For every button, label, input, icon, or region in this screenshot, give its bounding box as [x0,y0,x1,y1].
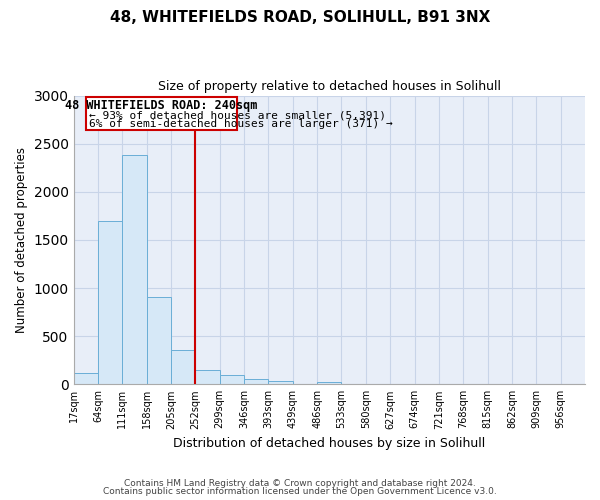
Bar [98,220,122,384]
Text: 6% of semi-detached houses are larger (371) →: 6% of semi-detached houses are larger (3… [89,120,393,130]
Bar [122,155,146,384]
X-axis label: Distribution of detached houses by size in Solihull: Distribution of detached houses by size … [173,437,485,450]
Bar [268,382,293,384]
Text: 48, WHITEFIELDS ROAD, SOLIHULL, B91 3NX: 48, WHITEFIELDS ROAD, SOLIHULL, B91 3NX [110,10,490,25]
Text: ← 93% of detached houses are smaller (5,391): ← 93% of detached houses are smaller (5,… [89,110,386,120]
Y-axis label: Number of detached properties: Number of detached properties [15,147,28,333]
Text: Contains HM Land Registry data © Crown copyright and database right 2024.: Contains HM Land Registry data © Crown c… [124,478,476,488]
Bar [196,370,220,384]
Bar [171,350,196,384]
Text: Contains public sector information licensed under the Open Government Licence v3: Contains public sector information licen… [103,487,497,496]
Text: 48 WHITEFIELDS ROAD: 240sqm: 48 WHITEFIELDS ROAD: 240sqm [65,99,257,112]
Title: Size of property relative to detached houses in Solihull: Size of property relative to detached ho… [158,80,501,93]
Bar [220,374,244,384]
Bar [244,379,268,384]
Bar [146,296,171,384]
FancyBboxPatch shape [86,98,237,130]
Bar [317,382,341,384]
Bar [74,373,98,384]
